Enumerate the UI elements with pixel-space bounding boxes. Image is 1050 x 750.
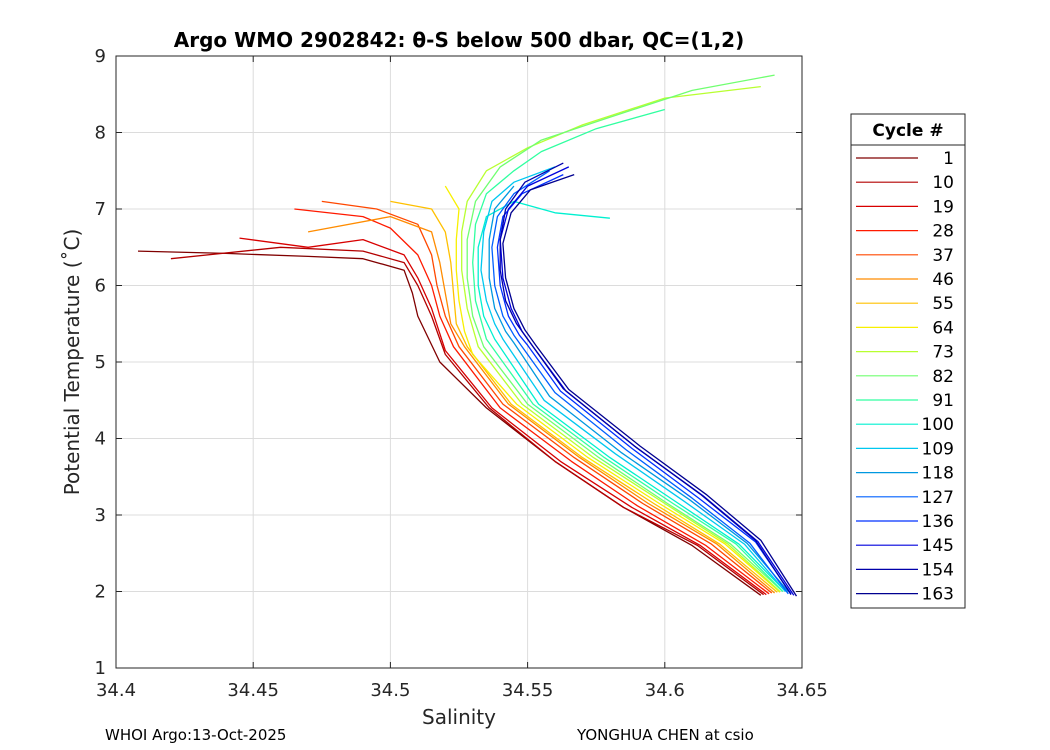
series-line-cycle-37 (321, 200, 773, 594)
y-tick-label: 3 (95, 505, 106, 526)
series-line-cycle-163 (502, 173, 798, 597)
series-line-cycle-118 (488, 185, 789, 592)
y-tick-label: 2 (95, 582, 106, 603)
x-axis-label: Salinity (422, 705, 496, 729)
series-line-cycle-10 (170, 246, 764, 596)
legend-label-163: 163 (922, 585, 954, 605)
legend-label-37: 37 (932, 246, 954, 266)
series-line-cycle-91 (472, 108, 784, 592)
legend-title: Cycle # (872, 121, 943, 141)
x-tick-label: 34.55 (502, 680, 554, 701)
legend-label-145: 145 (922, 536, 954, 556)
series-line-cycle-46 (307, 215, 776, 594)
legend-label-136: 136 (922, 512, 954, 532)
ticks: 34.4 34.45 34.5 34.55 34.6 34.65 1 2 3 4 5 6 7 8 9 (95, 46, 828, 701)
x-tick-label: 34.5 (370, 680, 410, 701)
legend-label-100: 100 (922, 415, 954, 435)
legend-label-154: 154 (922, 560, 954, 580)
legend-entries: 1 10 19 28 37 46 55 64 73 82 91 100 109 118 127 136 145 1… (856, 149, 954, 605)
series-group (137, 74, 798, 597)
y-tick-label: 4 (95, 429, 106, 450)
legend-label-91: 91 (932, 391, 954, 411)
legend-label-127: 127 (922, 488, 954, 508)
legend-label-28: 28 (932, 222, 954, 242)
legend-label-10: 10 (932, 173, 954, 193)
series-line-cycle-136 (496, 174, 792, 595)
series-line-cycle-28 (294, 208, 770, 595)
y-tick-label: 5 (95, 352, 106, 373)
y-axis-label: Potential Temperature (˚C) (60, 229, 84, 496)
series-layer (137, 74, 798, 597)
y-tick-label: 6 (95, 276, 106, 297)
legend-label-118: 118 (922, 464, 954, 484)
legend-box (850, 113, 966, 609)
series-line-cycle-109 (480, 166, 786, 592)
legend-label-55: 55 (932, 294, 954, 314)
series-line-cycle-55 (390, 200, 778, 593)
y-tick-label: 8 (95, 123, 106, 144)
series-line-cycle-19 (239, 237, 767, 596)
footer-right-text: YONGHUA CHEN at csio (576, 726, 754, 744)
series-line-cycle-154 (499, 162, 792, 595)
legend-label-82: 82 (932, 367, 954, 387)
x-tick-label: 34.65 (776, 680, 828, 701)
legend-label-64: 64 (932, 318, 954, 338)
chart-title: Argo WMO 2902842: θ-S below 500 dbar, QC… (174, 28, 744, 52)
series-line-cycle-64 (444, 185, 781, 593)
x-tick-label: 34.45 (227, 680, 279, 701)
legend-label-19: 19 (932, 197, 954, 217)
series-line-cycle-82 (466, 74, 784, 592)
x-tick-label: 34.6 (645, 680, 685, 701)
series-line-cycle-100 (477, 200, 786, 592)
legend: Cycle # 1 10 19 28 37 46 55 64 73 82 91 100 109 118 12… (850, 113, 966, 609)
legend-label-73: 73 (932, 343, 954, 363)
legend-label-1: 1 (943, 149, 954, 169)
x-tick-label: 34.4 (96, 680, 136, 701)
y-tick-label: 9 (95, 46, 106, 67)
y-tick-label: 7 (95, 199, 106, 220)
y-tick-label: 1 (95, 658, 106, 679)
series-line-cycle-127 (491, 170, 789, 595)
legend-label-109: 109 (922, 439, 954, 459)
legend-label-46: 46 (932, 270, 954, 290)
footer-left-text: WHOI Argo:13-Oct-2025 (105, 726, 286, 744)
